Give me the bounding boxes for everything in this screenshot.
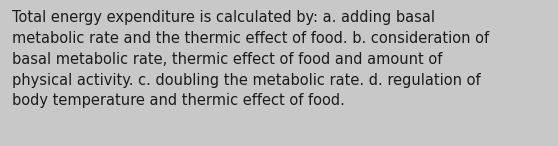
- Text: Total energy expenditure is calculated by: a. adding basal
metabolic rate and th: Total energy expenditure is calculated b…: [12, 10, 489, 108]
